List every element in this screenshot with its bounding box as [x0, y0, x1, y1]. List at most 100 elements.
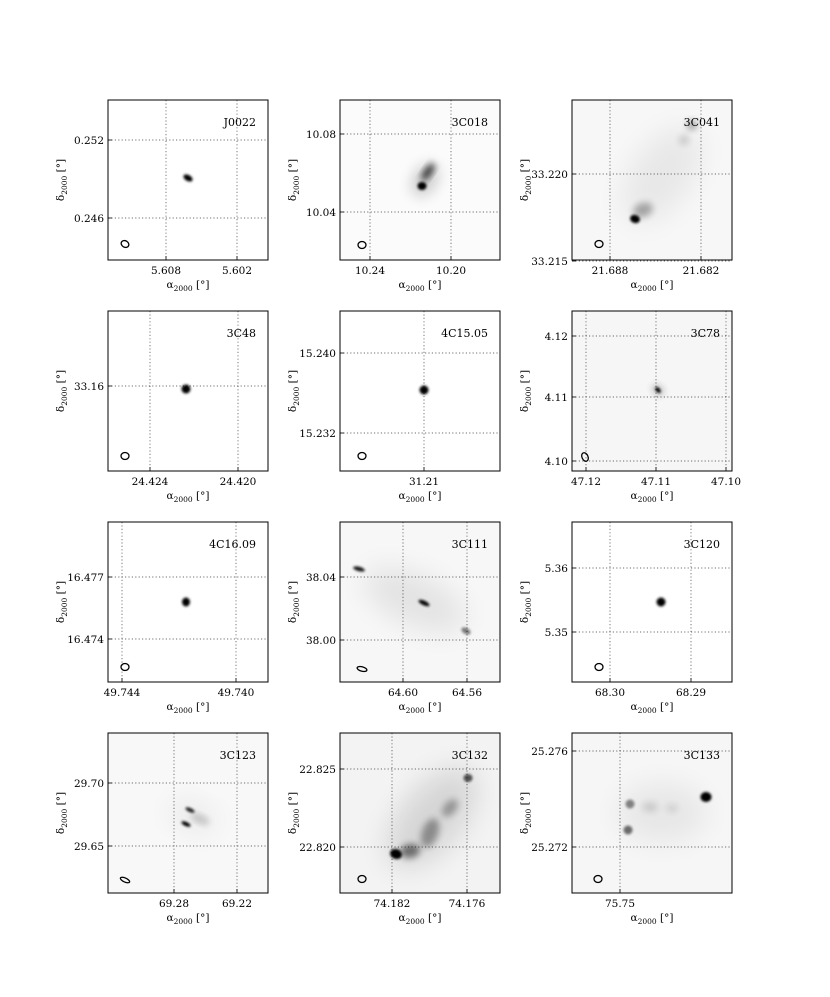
x-tick-label: 64.60 — [388, 687, 418, 699]
y-tick-label: 4.10 — [545, 456, 568, 468]
source-label: 3C018 — [452, 116, 488, 129]
y-tick-label: 0.246 — [74, 213, 104, 225]
x-tick-label: 21.688 — [592, 265, 629, 277]
panel-frame — [571, 521, 733, 683]
panel-3c133: 3C133 75.75 25.276 25.272 α2000 [°] δ2000 [°] — [519, 732, 733, 926]
x-axis-label: α2000 [°] — [167, 912, 210, 926]
source-label: 4C16.09 — [209, 538, 256, 551]
intensity-map — [353, 566, 471, 635]
y-axis-label: δ2000 [°] — [55, 159, 69, 201]
x-axis-label: α2000 [°] — [399, 701, 442, 715]
x-tick-label: 24.424 — [132, 476, 169, 488]
y-tick-label: 10.04 — [306, 207, 336, 219]
x-tick-label: 47.12 — [571, 476, 601, 488]
x-axis-label: α2000 [°] — [399, 490, 442, 504]
y-tick-label: 5.36 — [545, 563, 569, 575]
x-tick-label: 49.740 — [218, 687, 255, 699]
panel-frame — [571, 310, 733, 472]
x-tick-label: 64.56 — [452, 687, 482, 699]
y-tick-label: 29.70 — [74, 778, 104, 790]
source-label: J0022 — [223, 116, 256, 129]
emission-component — [364, 567, 466, 633]
beam-ellipse-icon — [120, 662, 130, 672]
x-axis-label: α2000 [°] — [167, 701, 210, 715]
intensity-map — [656, 597, 666, 607]
panel-3c48: 3C48 24.424 24.420 33.16 α2000 [°] δ2000 [°] — [55, 310, 269, 504]
emission-component — [687, 120, 697, 130]
y-axis-label: δ2000 [°] — [519, 159, 533, 201]
intensity-map — [183, 174, 193, 182]
panel-frame — [107, 732, 269, 894]
emission-component — [461, 627, 471, 635]
x-tick-label: 47.10 — [711, 476, 741, 488]
x-axis-label: α2000 [°] — [167, 279, 210, 293]
emission-component — [411, 163, 439, 197]
beam-ellipse-icon — [120, 239, 130, 249]
emission-component — [700, 792, 712, 802]
panel-3c018: 3C018 10.24 10.20 10.08 10.04 α2000 [°] δ2000 … — [287, 99, 501, 293]
x-tick-label: 24.420 — [220, 476, 257, 488]
source-label: 3C111 — [452, 538, 488, 551]
y-axis-label: δ2000 [°] — [287, 370, 301, 412]
x-tick-label: 21.682 — [683, 265, 720, 277]
x-tick-label: 10.20 — [436, 265, 466, 277]
emission-component — [656, 597, 666, 607]
panel-frame — [339, 521, 501, 683]
y-tick-label: 0.252 — [74, 135, 104, 147]
x-axis-label: α2000 [°] — [399, 912, 442, 926]
y-tick-label: 29.65 — [74, 841, 104, 853]
y-axis-label: δ2000 [°] — [287, 792, 301, 834]
x-axis-label: α2000 [°] — [631, 279, 674, 293]
source-label: 3C123 — [220, 749, 256, 762]
y-axis-label: δ2000 [°] — [519, 581, 533, 623]
y-axis-label: δ2000 [°] — [519, 792, 533, 834]
y-axis-label: δ2000 [°] — [519, 370, 533, 412]
panel-3c132: 3C132 74.182 74.176 22.825 22.820 α2000 [°] δ2… — [287, 732, 501, 926]
x-tick-label: 74.176 — [449, 898, 486, 910]
x-axis-label: α2000 [°] — [399, 279, 442, 293]
y-axis-label: δ2000 [°] — [287, 581, 301, 623]
panel-frame — [107, 99, 269, 261]
beam-ellipse-icon — [120, 451, 130, 461]
emission-component — [183, 174, 193, 182]
y-tick-label: 38.00 — [306, 635, 336, 647]
source-label: 3C132 — [452, 749, 488, 762]
y-tick-label: 33.16 — [74, 381, 104, 393]
intensity-map — [622, 120, 702, 224]
y-tick-label: 25.272 — [531, 842, 568, 854]
y-axis-label: δ2000 [°] — [55, 370, 69, 412]
panel-3c120: 3C120 68.30 68.29 5.36 5.35 α2000 [°] δ2000 [°… — [519, 521, 733, 715]
y-tick-label: 15.232 — [299, 428, 336, 440]
y-tick-label: 25.276 — [531, 746, 568, 758]
source-label: 3C48 — [227, 327, 256, 340]
y-tick-label: 5.35 — [545, 627, 568, 639]
panel-background — [572, 522, 732, 682]
x-tick-label: 68.30 — [595, 687, 625, 699]
emission-component — [353, 566, 365, 572]
emission-component — [182, 597, 190, 607]
beam-ellipse-icon — [594, 239, 604, 249]
y-tick-label: 22.825 — [299, 764, 336, 776]
panel-frame — [339, 732, 501, 894]
x-axis-label: α2000 [°] — [631, 701, 674, 715]
x-axis-label: α2000 [°] — [631, 912, 674, 926]
x-tick-label: 68.29 — [676, 687, 706, 699]
source-label: 3C78 — [691, 327, 720, 340]
emission-component — [181, 384, 191, 394]
intensity-map — [169, 799, 217, 835]
beam-ellipse-icon — [357, 451, 367, 461]
beam-ellipse-icon — [119, 876, 131, 884]
y-tick-label: 33.220 — [531, 169, 568, 181]
source-label: 3C041 — [684, 116, 720, 129]
source-label: 3C120 — [684, 538, 720, 551]
x-tick-label: 74.182 — [374, 898, 411, 910]
y-tick-label: 4.11 — [545, 392, 568, 404]
y-tick-label: 16.477 — [67, 572, 104, 584]
emission-component — [387, 768, 477, 868]
panel-frame — [339, 310, 501, 472]
beam-ellipse-icon — [594, 662, 604, 672]
panel-j0022: J0022 5.608 5.602 0.252 0.246 α2000 [°] δ2000 … — [55, 99, 269, 293]
x-tick-label: 31.21 — [409, 476, 439, 488]
x-axis-label: α2000 [°] — [167, 490, 210, 504]
